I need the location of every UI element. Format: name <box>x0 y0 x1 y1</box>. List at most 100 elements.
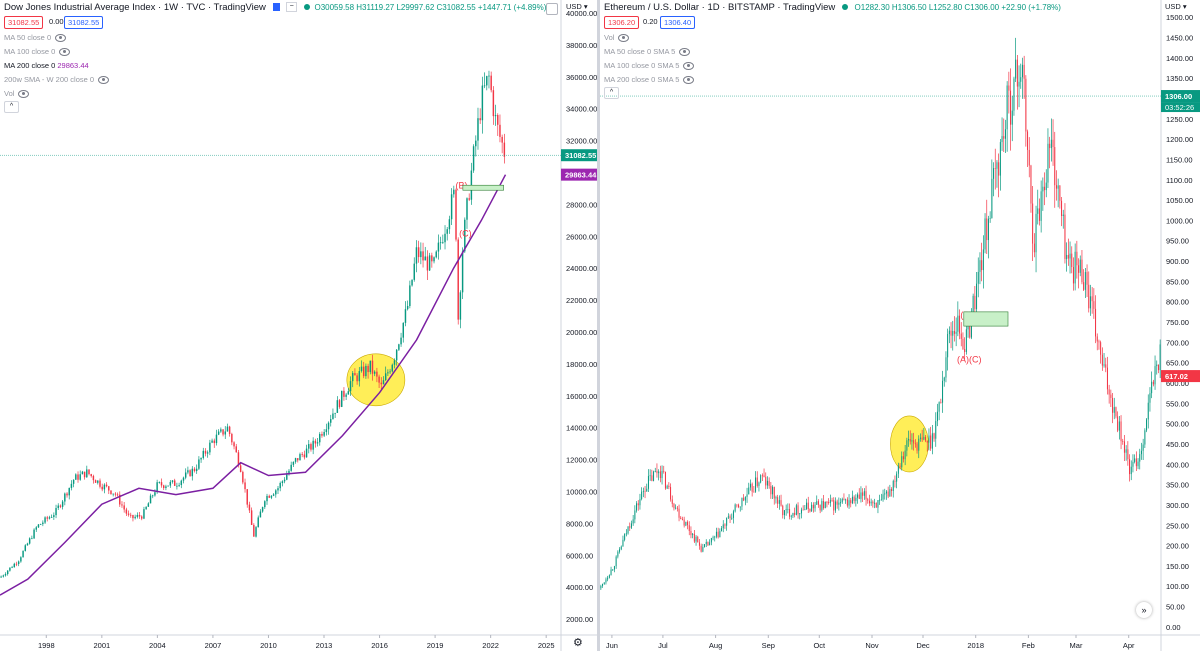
eth-indicator-vol[interactable]: Vol <box>604 33 630 43</box>
candle-body <box>90 474 92 477</box>
candle-body <box>625 533 627 535</box>
eth-currency[interactable]: USD ▾ <box>1165 2 1187 11</box>
candle-body <box>858 494 860 499</box>
candle-body <box>967 325 969 330</box>
dow-chart-canvas[interactable]: 2000.00 4000.00 6000.00 8000.00 10000.00 1200… <box>0 0 597 651</box>
candle-body <box>617 551 619 557</box>
candle-body <box>316 442 319 444</box>
y-tick-label: 600.00 <box>1166 379 1189 388</box>
eth-sell-price[interactable]: 1306.20 <box>604 16 640 29</box>
candle-body <box>658 471 660 474</box>
candle-body <box>323 431 325 436</box>
candle-body <box>998 162 1000 176</box>
candle-body <box>261 507 264 512</box>
candle-body <box>0 576 2 578</box>
eth-indicator-ma200[interactable]: MA 200 close 0 SMA 5 <box>604 75 695 85</box>
candle-body <box>1086 272 1088 285</box>
candle-body <box>145 506 147 510</box>
gear-icon[interactable]: ⚙ <box>573 637 583 649</box>
candle-body <box>641 491 643 500</box>
candle-body <box>831 500 833 501</box>
eye-icon[interactable] <box>679 48 691 57</box>
candle-body <box>906 440 908 451</box>
candle-body <box>334 412 336 414</box>
y-tick-label: 1100.00 <box>1166 176 1193 185</box>
candle-body <box>743 497 745 501</box>
candle-body <box>450 194 453 220</box>
candle-body <box>1093 301 1095 309</box>
eye-icon[interactable] <box>18 90 30 99</box>
collapse-chevron-icon[interactable]: ^ <box>604 87 619 99</box>
eth-chart-pane[interactable]: 0.00 50.00 100.00 150.00 200.00 250.00 300.00 3… <box>600 0 1200 651</box>
candle-body <box>806 502 808 510</box>
candle-body <box>777 497 779 504</box>
candle-body <box>415 247 418 264</box>
axis-price-label-bg <box>561 168 597 181</box>
candle-body <box>794 512 796 515</box>
eye-icon[interactable] <box>683 76 695 85</box>
candle-body <box>676 507 678 509</box>
candle-body <box>448 219 451 230</box>
axis-time-label: 03:52:26 <box>1165 103 1194 112</box>
dow-indicator-ma50[interactable]: MA 50 close 0 <box>4 33 67 43</box>
dow-indicator-ma200[interactable]: MA 200 close 0 29863.44 <box>4 61 89 70</box>
candle-body <box>233 442 235 447</box>
candle-body <box>999 142 1001 176</box>
eye-icon[interactable] <box>618 34 630 43</box>
dow-indicator-ma100[interactable]: MA 100 close 0 <box>4 47 71 57</box>
candle-body <box>345 394 347 397</box>
candle-body <box>1044 186 1046 191</box>
dow-indicator-vol[interactable]: Vol <box>4 89 30 99</box>
y-tick-label: 38000.00 <box>566 41 597 50</box>
candle-body <box>865 491 867 500</box>
candle-body <box>169 481 172 486</box>
dow-minus-icon[interactable]: − <box>286 2 298 13</box>
candle-body <box>872 501 874 504</box>
indicator-value: 29863.44 <box>57 61 89 70</box>
eth-chart-canvas[interactable]: 0.00 50.00 100.00 150.00 200.00 250.00 300.00 3… <box>600 0 1200 651</box>
candle-body <box>867 499 869 501</box>
eye-icon[interactable] <box>98 76 110 85</box>
candle-body <box>1057 185 1059 189</box>
indicator-label: MA 100 close 0 <box>4 47 56 56</box>
dow-currency[interactable]: USD ▾ <box>566 2 588 11</box>
eye-icon[interactable] <box>55 34 67 43</box>
candle-body <box>1088 284 1090 309</box>
candle-body <box>1120 421 1122 442</box>
candle-body <box>162 485 165 488</box>
candle-body <box>1151 381 1153 394</box>
candle-body <box>904 450 906 460</box>
pane-divider[interactable] <box>597 0 600 651</box>
eth-buy-price[interactable]: 1306.40 <box>660 16 696 29</box>
eth-header: Ethereum / U.S. Dollar · 1D · BITSTAMP ·… <box>604 2 1061 14</box>
candle-body <box>661 470 663 479</box>
dow-buy-price[interactable]: 31082.55 <box>64 16 104 29</box>
y-tick-label: 28000.00 <box>566 200 597 209</box>
dow-indicator-200w-sma[interactable]: 200w SMA - W 200 close 0 <box>4 75 110 85</box>
y-tick-label: 800.00 <box>1166 298 1189 307</box>
candle-body <box>930 435 932 449</box>
candle-body <box>838 502 840 505</box>
x-tick-label: Mar <box>1070 641 1083 650</box>
dow-spread: 0.00 <box>49 17 64 26</box>
scroll-right-icon[interactable]: » <box>1136 602 1152 618</box>
eye-icon[interactable] <box>683 62 695 71</box>
candle-body <box>1020 77 1022 82</box>
eye-icon[interactable] <box>59 48 71 57</box>
wave-annotation: (A)(C) <box>957 355 982 365</box>
candle-body <box>46 517 48 519</box>
dow-settings-box[interactable] <box>546 3 558 15</box>
collapse-chevron-icon[interactable]: ^ <box>4 101 19 113</box>
candle-body <box>409 285 411 307</box>
candle-body <box>176 485 178 487</box>
dow-sell-price[interactable]: 31082.55 <box>4 16 44 29</box>
flag-icon[interactable] <box>272 3 280 12</box>
candle-body <box>948 330 950 335</box>
eth-indicator-ma100[interactable]: MA 100 close 0 SMA 5 <box>604 61 695 71</box>
candle-body <box>891 489 893 491</box>
dow-chart-pane[interactable]: 2000.00 4000.00 6000.00 8000.00 10000.00 1200… <box>0 0 597 651</box>
candle-body <box>1100 342 1102 355</box>
candle-body <box>899 465 901 468</box>
eth-indicator-ma50[interactable]: MA 50 close 0 SMA 5 <box>604 47 691 57</box>
y-tick-label: 36000.00 <box>566 73 597 82</box>
